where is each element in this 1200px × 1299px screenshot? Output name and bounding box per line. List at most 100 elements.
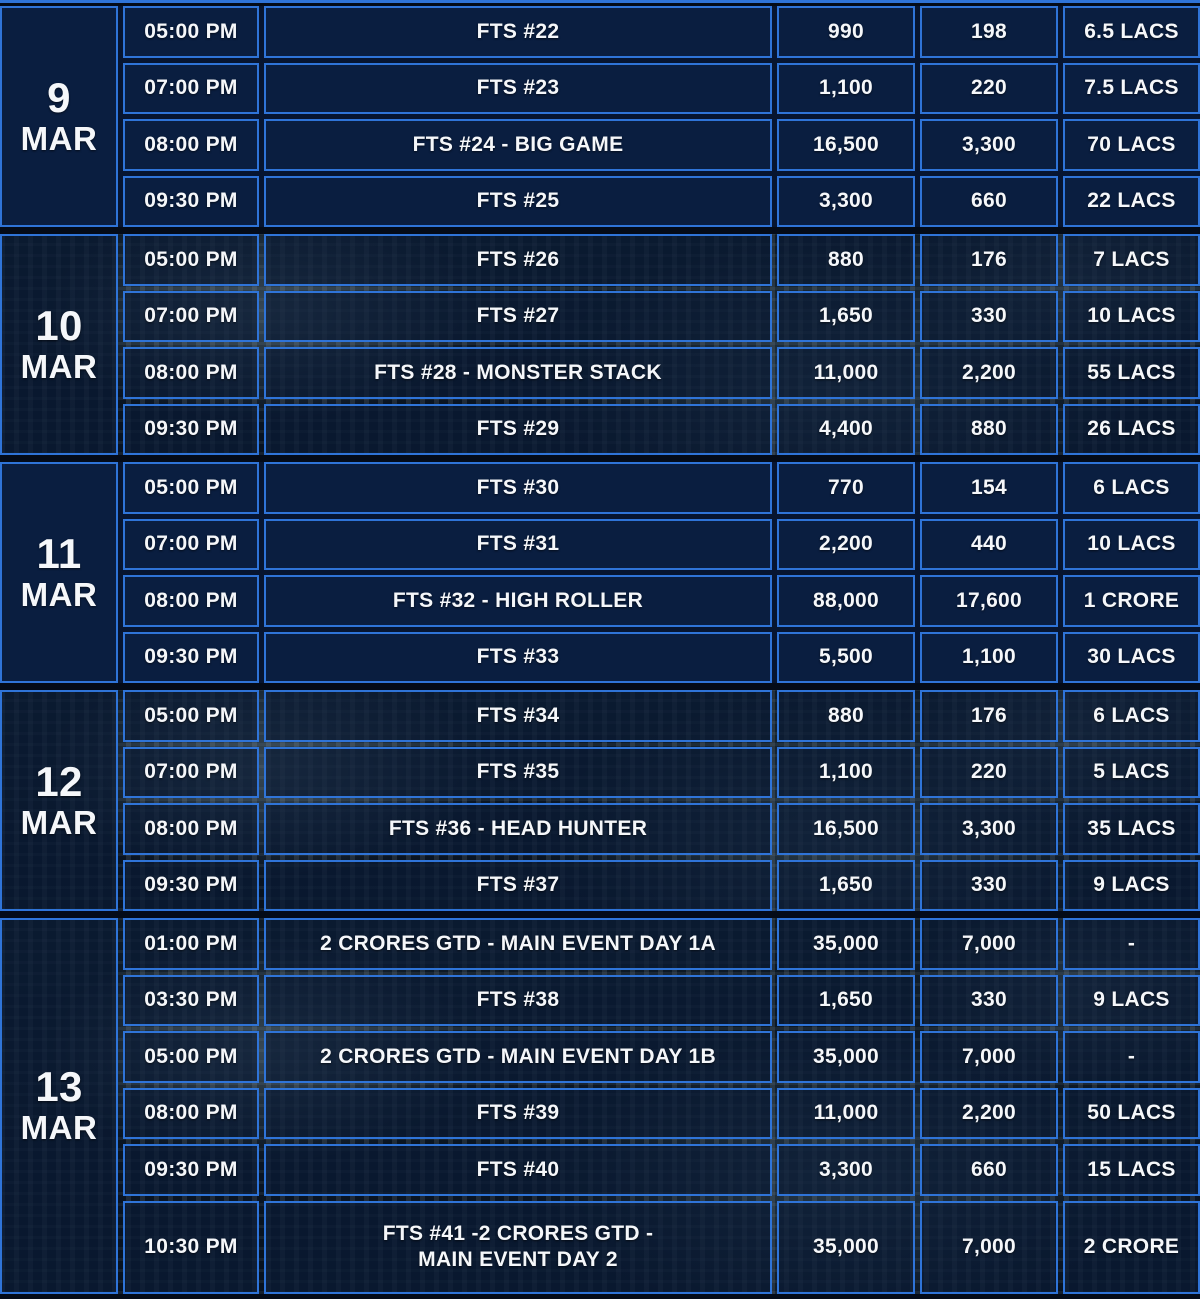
- guarantee-cell: 70 LACS: [1063, 119, 1200, 171]
- fee-cell: 1,100: [920, 631, 1058, 683]
- buyin-cell: 3,300: [777, 1144, 915, 1196]
- fee-cell: 7,000: [920, 918, 1058, 970]
- date-cell: 9 MAR: [0, 6, 118, 227]
- fee-cell: 660: [920, 175, 1058, 227]
- fee-cell: 220: [920, 746, 1058, 798]
- time-cell: 09:30 PM: [123, 859, 259, 911]
- fee-cell: 440: [920, 518, 1058, 570]
- event-cell: FTS #22: [264, 6, 772, 58]
- date-cell: 11 MAR: [0, 462, 118, 683]
- event-cell: FTS #26: [264, 234, 772, 286]
- event-cell: FTS #37: [264, 859, 772, 911]
- time-cell: 07:00 PM: [123, 290, 259, 342]
- guarantee-cell: 5 LACS: [1063, 746, 1200, 798]
- guarantee-cell: -: [1063, 1031, 1200, 1083]
- time-cell: 10:30 PM: [123, 1200, 259, 1294]
- day-group-12-mar: 12 MAR 05:00 PM FTS #34 880 176 6 LACS 0…: [0, 690, 1200, 911]
- fee-cell: 2,200: [920, 347, 1058, 399]
- fee-cell: 220: [920, 62, 1058, 114]
- time-cell: 05:00 PM: [123, 234, 259, 286]
- guarantee-cell: 6.5 LACS: [1063, 6, 1200, 58]
- buyin-cell: 1,650: [777, 290, 915, 342]
- fee-cell: 7,000: [920, 1200, 1058, 1294]
- time-cell: 08:00 PM: [123, 803, 259, 855]
- time-cell: 05:00 PM: [123, 462, 259, 514]
- date-cell: 10 MAR: [0, 234, 118, 455]
- buyin-cell: 770: [777, 462, 915, 514]
- buyin-cell: 2,200: [777, 518, 915, 570]
- guarantee-cell: 1 CRORE: [1063, 575, 1200, 627]
- date-number: 9: [47, 74, 71, 122]
- day-group-13-mar: 13 MAR 01:00 PM 2 CRORES GTD - MAIN EVEN…: [0, 918, 1200, 1294]
- buyin-cell: 1,650: [777, 974, 915, 1026]
- event-cell: FTS #29: [264, 403, 772, 455]
- event-cell: FTS #25: [264, 175, 772, 227]
- date-cell: 12 MAR: [0, 690, 118, 911]
- fee-cell: 17,600: [920, 575, 1058, 627]
- guarantee-cell: 50 LACS: [1063, 1087, 1200, 1139]
- date-number: 11: [36, 530, 82, 578]
- time-cell: 05:00 PM: [123, 1031, 259, 1083]
- event-cell: FTS #41 -2 CRORES GTD - MAIN EVENT DAY 2: [264, 1200, 772, 1294]
- buyin-cell: 11,000: [777, 1087, 915, 1139]
- event-cell: FTS #33: [264, 631, 772, 683]
- time-cell: 09:30 PM: [123, 631, 259, 683]
- event-cell: 2 CRORES GTD - MAIN EVENT DAY 1B: [264, 1031, 772, 1083]
- fee-cell: 198: [920, 6, 1058, 58]
- table-top-edge: [0, 0, 1200, 3]
- date-number: 13: [35, 1063, 83, 1111]
- date-month: MAR: [20, 804, 98, 842]
- day-group-11-mar: 11 MAR 05:00 PM FTS #30 770 154 6 LACS 0…: [0, 462, 1200, 683]
- time-cell: 08:00 PM: [123, 119, 259, 171]
- day-group-10-mar: 10 MAR 05:00 PM FTS #26 880 176 7 LACS 0…: [0, 234, 1200, 455]
- buyin-cell: 16,500: [777, 119, 915, 171]
- guarantee-cell: 9 LACS: [1063, 974, 1200, 1026]
- date-number: 10: [35, 302, 83, 350]
- buyin-cell: 11,000: [777, 347, 915, 399]
- fee-cell: 3,300: [920, 803, 1058, 855]
- fee-cell: 2,200: [920, 1087, 1058, 1139]
- time-cell: 08:00 PM: [123, 347, 259, 399]
- guarantee-cell: 10 LACS: [1063, 518, 1200, 570]
- fee-cell: 330: [920, 974, 1058, 1026]
- fee-cell: 660: [920, 1144, 1058, 1196]
- buyin-cell: 880: [777, 234, 915, 286]
- event-cell: FTS #40: [264, 1144, 772, 1196]
- event-cell: FTS #31: [264, 518, 772, 570]
- event-cell: FTS #35: [264, 746, 772, 798]
- date-month: MAR: [20, 1109, 98, 1147]
- time-cell: 05:00 PM: [123, 6, 259, 58]
- date-number: 12: [35, 758, 83, 806]
- buyin-cell: 16,500: [777, 803, 915, 855]
- event-cell: FTS #28 - MONSTER STACK: [264, 347, 772, 399]
- buyin-cell: 35,000: [777, 918, 915, 970]
- event-cell: FTS #36 - HEAD HUNTER: [264, 803, 772, 855]
- fee-cell: 176: [920, 690, 1058, 742]
- guarantee-cell: 6 LACS: [1063, 462, 1200, 514]
- guarantee-cell: -: [1063, 918, 1200, 970]
- time-cell: 09:30 PM: [123, 175, 259, 227]
- event-cell: FTS #30: [264, 462, 772, 514]
- fee-cell: 330: [920, 859, 1058, 911]
- fee-cell: 3,300: [920, 119, 1058, 171]
- buyin-cell: 4,400: [777, 403, 915, 455]
- buyin-cell: 1,650: [777, 859, 915, 911]
- date-month: MAR: [20, 348, 98, 386]
- event-cell: FTS #32 - HIGH ROLLER: [264, 575, 772, 627]
- buyin-cell: 880: [777, 690, 915, 742]
- event-cell: FTS #24 - BIG GAME: [264, 119, 772, 171]
- buyin-cell: 1,100: [777, 62, 915, 114]
- guarantee-cell: 6 LACS: [1063, 690, 1200, 742]
- guarantee-cell: 2 CRORE: [1063, 1200, 1200, 1294]
- date-month: MAR: [20, 120, 98, 158]
- fee-cell: 880: [920, 403, 1058, 455]
- guarantee-cell: 7.5 LACS: [1063, 62, 1200, 114]
- event-cell: FTS #27: [264, 290, 772, 342]
- buyin-cell: 990: [777, 6, 915, 58]
- buyin-cell: 5,500: [777, 631, 915, 683]
- time-cell: 09:30 PM: [123, 1144, 259, 1196]
- buyin-cell: 1,100: [777, 746, 915, 798]
- guarantee-cell: 26 LACS: [1063, 403, 1200, 455]
- event-cell: FTS #34: [264, 690, 772, 742]
